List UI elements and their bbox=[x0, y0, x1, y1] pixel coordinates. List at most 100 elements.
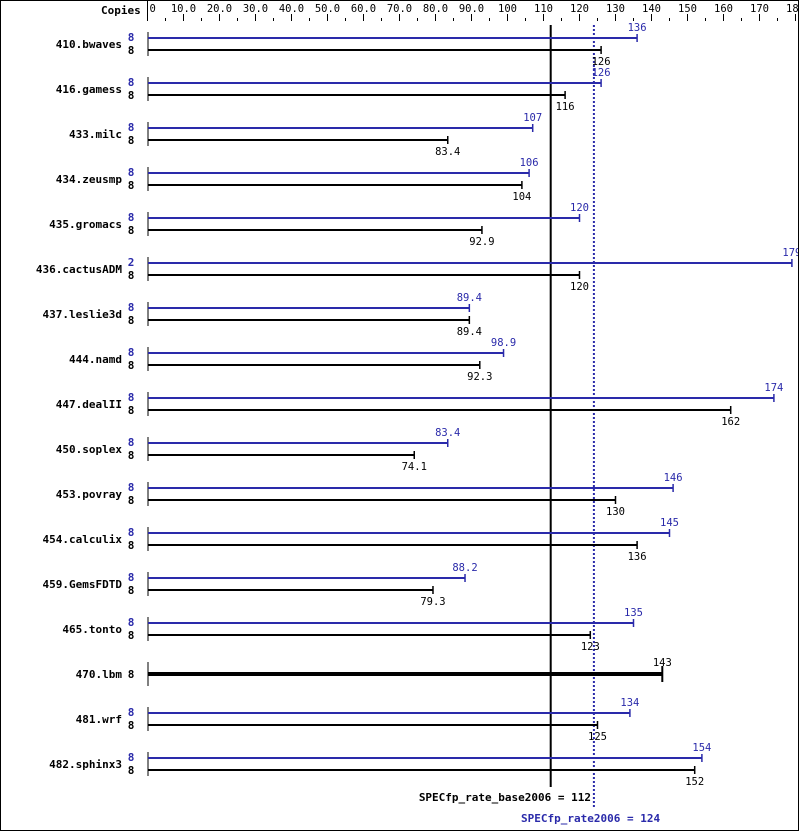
peak-value-label: 120 bbox=[570, 202, 589, 214]
peak-reference-label: SPECfp_rate2006 = 124 bbox=[521, 812, 660, 825]
benchmark-label: 436.cactusADM bbox=[36, 263, 122, 276]
benchmark-label: 454.calculix bbox=[43, 533, 123, 546]
tick-label: 20.0 bbox=[207, 3, 232, 15]
tick-label: 100 bbox=[498, 3, 517, 15]
tick-label: 30.0 bbox=[243, 3, 268, 15]
tick-label: 110 bbox=[534, 3, 553, 15]
base-copies: 8 bbox=[128, 404, 135, 417]
benchmark-label: 433.milc bbox=[69, 128, 122, 141]
tick-label: 150 bbox=[678, 3, 697, 15]
base-copies: 8 bbox=[128, 134, 135, 147]
peak-value-label: 88.2 bbox=[452, 562, 477, 574]
base-copies: 8 bbox=[128, 719, 135, 732]
base-value-label: 83.4 bbox=[435, 146, 460, 158]
base-copies: 8 bbox=[128, 314, 135, 327]
peak-copies: 8 bbox=[128, 751, 135, 764]
tick-label: 40.0 bbox=[279, 3, 304, 15]
base-value-label: 143 bbox=[653, 657, 672, 669]
base-copies: 8 bbox=[128, 449, 135, 462]
base-value-label: 123 bbox=[581, 641, 600, 653]
peak-copies: 8 bbox=[128, 616, 135, 629]
peak-copies: 8 bbox=[128, 391, 135, 404]
base-copies: 8 bbox=[128, 224, 135, 237]
base-copies: 8 bbox=[128, 584, 135, 597]
peak-value-label: 174 bbox=[764, 382, 783, 394]
base-copies: 8 bbox=[128, 359, 135, 372]
base-reference-label: SPECfp_rate_base2006 = 112 bbox=[419, 791, 591, 804]
base-value-label: 126 bbox=[592, 56, 611, 68]
peak-value-label: 136 bbox=[628, 22, 647, 34]
benchmark-label: 459.GemsFDTD bbox=[43, 578, 123, 591]
tick-label: 0 bbox=[150, 3, 156, 15]
base-value-label: 104 bbox=[512, 191, 531, 203]
tick-label: 80.0 bbox=[423, 3, 448, 15]
peak-value-label: 107 bbox=[523, 112, 542, 124]
base-value-label: 116 bbox=[556, 101, 575, 113]
peak-copies: 8 bbox=[128, 76, 135, 89]
base-value-label: 79.3 bbox=[420, 596, 445, 608]
base-value-label: 89.4 bbox=[457, 326, 482, 338]
base-value-label: 92.9 bbox=[469, 236, 494, 248]
base-copies: 8 bbox=[128, 539, 135, 552]
peak-value-label: 98.9 bbox=[491, 337, 516, 349]
base-value-label: 162 bbox=[721, 416, 740, 428]
tick-label: 130 bbox=[606, 3, 625, 15]
peak-copies: 8 bbox=[128, 436, 135, 449]
base-copies: 8 bbox=[128, 44, 135, 57]
benchmark-label: 481.wrf bbox=[76, 713, 122, 726]
base-copies: 8 bbox=[128, 764, 135, 777]
base-copies: 8 bbox=[128, 269, 135, 282]
base-copies: 8 bbox=[128, 179, 135, 192]
benchmark-label: 434.zeusmp bbox=[56, 173, 123, 186]
peak-copies: 8 bbox=[128, 301, 135, 314]
peak-value-label: 146 bbox=[664, 472, 683, 484]
benchmark-label: 416.gamess bbox=[56, 83, 122, 96]
peak-copies: 8 bbox=[128, 31, 135, 44]
peak-copies: 8 bbox=[128, 166, 135, 179]
peak-copies: 8 bbox=[128, 526, 135, 539]
base-value-label: 92.3 bbox=[467, 371, 492, 383]
peak-value-label: 126 bbox=[592, 67, 611, 79]
tick-label: 10.0 bbox=[171, 3, 196, 15]
tick-label: 50.0 bbox=[315, 3, 340, 15]
peak-copies: 8 bbox=[128, 706, 135, 719]
peak-value-label: 154 bbox=[692, 742, 711, 754]
benchmark-label: 447.dealII bbox=[56, 398, 122, 411]
peak-copies: 8 bbox=[128, 211, 135, 224]
benchmark-label: 450.soplex bbox=[56, 443, 123, 456]
benchmark-label: 444.namd bbox=[69, 353, 122, 366]
copies-header: Copies bbox=[101, 4, 141, 17]
tick-label: 170 bbox=[750, 3, 769, 15]
base-copies: 8 bbox=[128, 494, 135, 507]
benchmark-label: 470.lbm bbox=[76, 668, 123, 681]
tick-label: 140 bbox=[642, 3, 661, 15]
base-copies: 8 bbox=[128, 629, 135, 642]
peak-value-label: 83.4 bbox=[435, 427, 460, 439]
base-value-label: 125 bbox=[588, 731, 607, 743]
peak-value-label: 106 bbox=[520, 157, 539, 169]
benchmark-label: 410.bwaves bbox=[56, 38, 122, 51]
tick-label: 180 bbox=[786, 3, 798, 15]
peak-value-label: 134 bbox=[620, 697, 639, 709]
tick-label: 160 bbox=[714, 3, 733, 15]
tick-label: 70.0 bbox=[387, 3, 412, 15]
peak-copies: 8 bbox=[128, 121, 135, 134]
base-value-label: 136 bbox=[628, 551, 647, 563]
tick-label: 60.0 bbox=[351, 3, 376, 15]
benchmark-label: 437.leslie3d bbox=[43, 308, 122, 321]
peak-value-label: 145 bbox=[660, 517, 679, 529]
peak-value-label: 179 bbox=[782, 247, 798, 259]
benchmark-label: 453.povray bbox=[56, 488, 123, 501]
base-value-label: 152 bbox=[685, 776, 704, 788]
base-value-label: 120 bbox=[570, 281, 589, 293]
peak-copies: 8 bbox=[128, 481, 135, 494]
benchmark-label: 435.gromacs bbox=[49, 218, 122, 231]
peak-copies: 8 bbox=[128, 346, 135, 359]
peak-copies: 2 bbox=[128, 256, 135, 269]
benchmark-label: 482.sphinx3 bbox=[49, 758, 122, 771]
benchmark-label: 465.tonto bbox=[62, 623, 122, 636]
base-value-label: 130 bbox=[606, 506, 625, 518]
base-value-label: 74.1 bbox=[402, 461, 427, 473]
